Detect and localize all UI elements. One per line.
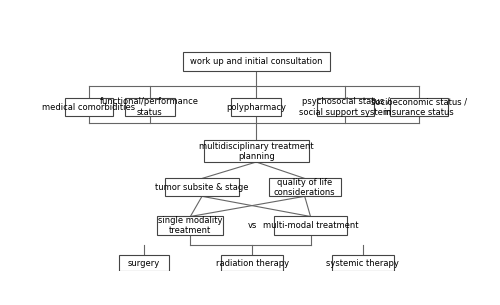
Text: polypharmacy: polypharmacy — [226, 102, 286, 112]
Text: vs: vs — [248, 221, 257, 230]
FancyBboxPatch shape — [118, 255, 169, 271]
FancyBboxPatch shape — [274, 217, 347, 235]
Text: medical comorbidities: medical comorbidities — [42, 102, 136, 112]
FancyBboxPatch shape — [231, 98, 281, 117]
Text: single modality
treatment: single modality treatment — [158, 216, 222, 235]
FancyBboxPatch shape — [269, 178, 340, 196]
Text: functional/performance
status: functional/performance status — [100, 97, 199, 117]
Text: psychosocial status /
social support system: psychosocial status / social support sys… — [300, 97, 392, 117]
FancyBboxPatch shape — [204, 140, 308, 162]
Text: surgery: surgery — [128, 259, 160, 268]
FancyBboxPatch shape — [390, 98, 448, 117]
FancyBboxPatch shape — [332, 255, 394, 271]
FancyBboxPatch shape — [124, 98, 175, 117]
FancyBboxPatch shape — [64, 98, 113, 117]
Text: socioeconomic status /
insurance status: socioeconomic status / insurance status — [371, 97, 467, 117]
Text: work up and initial consultation: work up and initial consultation — [190, 57, 322, 66]
Text: tumor subsite & stage: tumor subsite & stage — [155, 183, 249, 192]
Text: multi-modal treatment: multi-modal treatment — [263, 221, 358, 230]
FancyBboxPatch shape — [165, 178, 239, 196]
FancyBboxPatch shape — [182, 52, 330, 71]
Text: radiation therapy: radiation therapy — [216, 259, 289, 268]
FancyBboxPatch shape — [316, 98, 374, 117]
Text: quality of life
considerations: quality of life considerations — [274, 178, 336, 197]
Text: systemic therapy: systemic therapy — [326, 259, 399, 268]
FancyBboxPatch shape — [158, 217, 224, 235]
FancyBboxPatch shape — [222, 255, 284, 271]
Text: multidisciplinary treatment
planning: multidisciplinary treatment planning — [199, 142, 314, 161]
